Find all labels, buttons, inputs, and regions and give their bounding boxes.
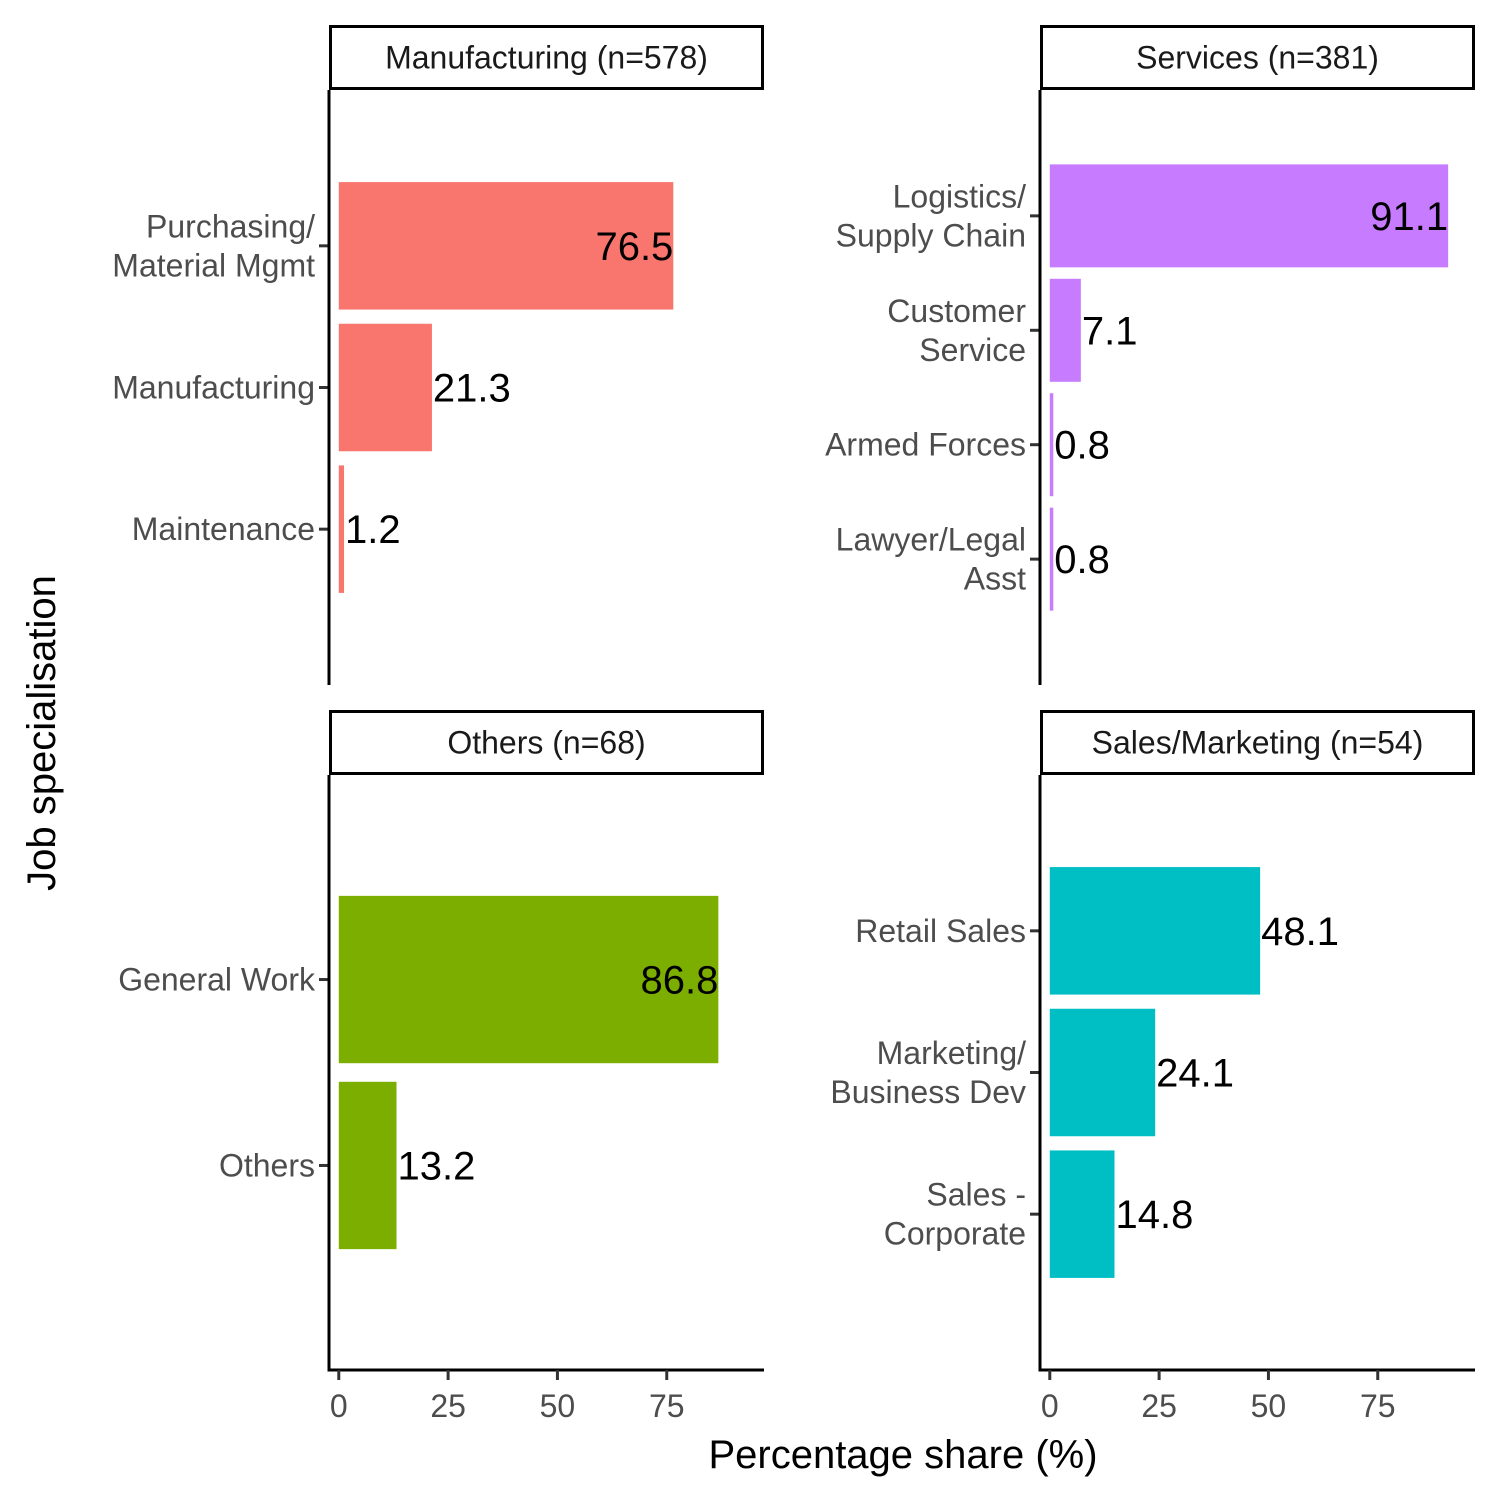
- category-label: General Work: [118, 962, 316, 998]
- value-label: 1.2: [345, 508, 401, 552]
- category-label-line: Customer: [887, 293, 1026, 329]
- facet-title: Services (n=381): [1136, 40, 1379, 76]
- category-label-line: Material Mgmt: [112, 247, 315, 283]
- bar: [1049, 1008, 1156, 1137]
- bar: [1049, 1150, 1115, 1278]
- category-label-line: Business Dev: [830, 1074, 1026, 1110]
- category-label-line: Retail Sales: [855, 913, 1026, 949]
- facet-panel: Sales/Marketing (n=54) 48.1 Retail Sales 24…: [830, 710, 1475, 1424]
- category-label-line: Manufacturing: [112, 370, 315, 406]
- bar: [1049, 393, 1054, 497]
- category-label: Lawyer/Legal Asst: [836, 522, 1026, 597]
- facet-strip: [1040, 25, 1475, 90]
- bar: [338, 895, 719, 1064]
- bar: [1049, 164, 1449, 268]
- bar: [338, 323, 432, 452]
- category-label-line: Logistics/: [893, 178, 1027, 214]
- category-label-line: Asst: [964, 561, 1026, 597]
- category-label: Customer Service: [887, 293, 1026, 368]
- value-label: 0.8: [1054, 424, 1110, 468]
- category-label: Sales -Corporate: [884, 1177, 1026, 1252]
- category-label: Marketing/Business Dev: [830, 1035, 1026, 1110]
- facet-panel: Services (n=381) 91.1 Logistics/Supply Cha…: [825, 25, 1475, 685]
- category-label-line: Maintenance: [132, 511, 315, 547]
- y-axis-title: Job specialisation: [20, 575, 64, 891]
- x-axis-title: Percentage share (%): [708, 1433, 1097, 1477]
- value-label: 24.1: [1156, 1052, 1234, 1096]
- value-label: 91.1: [1370, 195, 1448, 239]
- category-label-line: Purchasing/: [146, 208, 315, 244]
- bar: [1049, 278, 1081, 382]
- x-tick-label: 50: [1251, 1388, 1287, 1424]
- facet-panel: Manufacturing (n=578) 76.5 Purchasing/Mate…: [112, 25, 764, 685]
- facet-strip: [1040, 710, 1475, 775]
- value-label: 48.1: [1261, 910, 1339, 954]
- value-label: 86.8: [640, 959, 718, 1003]
- value-label: 0.8: [1054, 538, 1110, 582]
- x-tick-label: 75: [649, 1388, 685, 1424]
- category-label: Others: [219, 1147, 315, 1183]
- x-tick-label: 0: [330, 1388, 348, 1424]
- bar: [1049, 507, 1054, 611]
- bar: [1049, 867, 1261, 995]
- value-label: 7.1: [1082, 309, 1138, 353]
- facet-title: Sales/Marketing (n=54): [1092, 725, 1424, 761]
- facet-panel: Others (n=68) 86.8 General Work 13.2 Others 0…: [118, 710, 764, 1424]
- category-label: Armed Forces: [825, 427, 1026, 463]
- value-label: 21.3: [433, 367, 511, 411]
- value-label: 13.2: [398, 1144, 476, 1188]
- x-tick-label: 25: [1141, 1388, 1177, 1424]
- category-label: Retail Sales: [855, 913, 1026, 949]
- category-label-line: General Work: [118, 962, 316, 998]
- x-tick-label: 75: [1360, 1388, 1396, 1424]
- category-label-line: Service: [919, 332, 1026, 368]
- x-tick-label: 50: [540, 1388, 576, 1424]
- category-label-line: Armed Forces: [825, 427, 1026, 463]
- category-label-line: Corporate: [884, 1216, 1026, 1252]
- x-tick-label: 25: [430, 1388, 466, 1424]
- facet-title: Others (n=68): [447, 725, 645, 761]
- bar: [338, 182, 674, 310]
- facet-strip: [329, 25, 764, 90]
- bar: [338, 465, 345, 593]
- value-label: 14.8: [1116, 1193, 1194, 1237]
- category-label-line: Supply Chain: [836, 217, 1026, 253]
- facet-title: Manufacturing (n=578): [385, 40, 708, 76]
- category-label-line: Lawyer/Legal: [836, 522, 1026, 558]
- facet-strip: [329, 710, 764, 775]
- category-label: Purchasing/Material Mgmt: [112, 208, 315, 283]
- category-label-line: Marketing/: [877, 1035, 1027, 1071]
- category-label: Maintenance: [132, 511, 315, 547]
- x-tick-label: 0: [1041, 1388, 1059, 1424]
- value-label: 76.5: [595, 225, 673, 269]
- bar: [338, 1081, 397, 1250]
- category-label: Logistics/Supply Chain: [836, 178, 1026, 253]
- category-label-line: Sales -: [926, 1177, 1026, 1213]
- category-label: Manufacturing: [112, 370, 315, 406]
- category-label-line: Others: [219, 1147, 315, 1183]
